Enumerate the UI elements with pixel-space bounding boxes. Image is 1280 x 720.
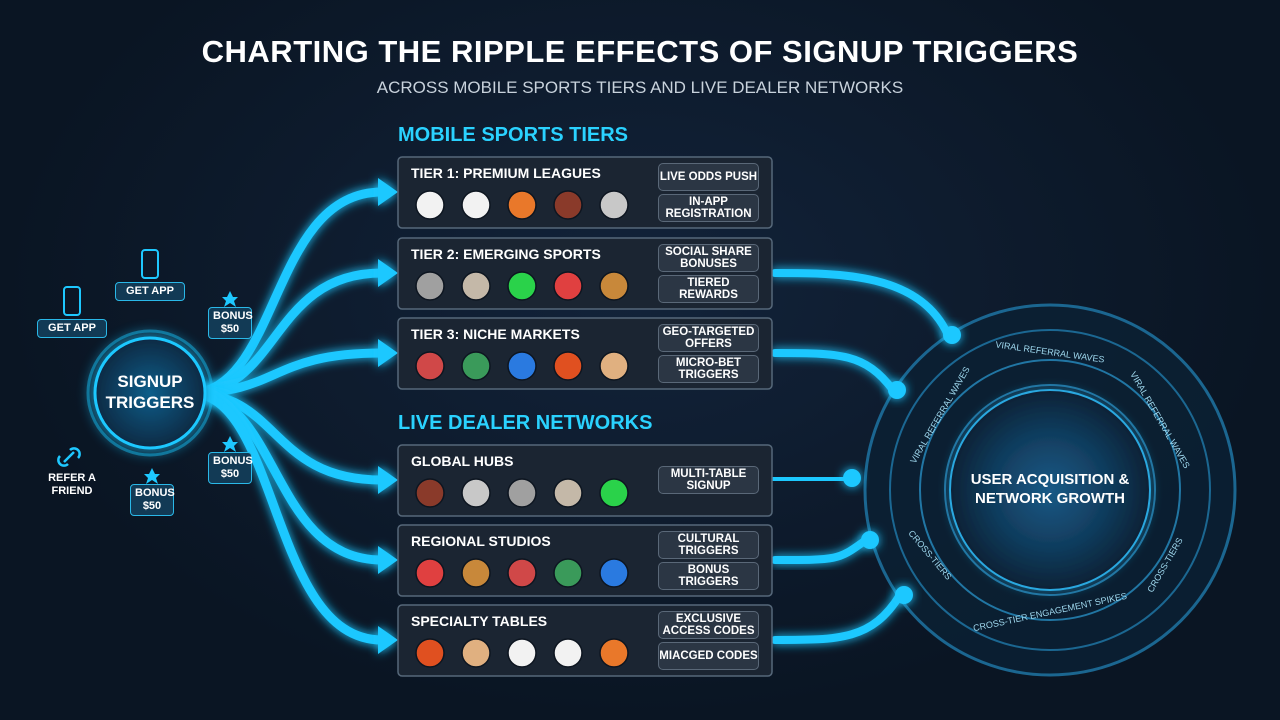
tag: BONUS TRIGGERS [658, 562, 759, 590]
hub-label: SIGNUP TRIGGERS [105, 372, 195, 412]
icon [461, 478, 491, 508]
icon [507, 638, 537, 668]
arrowhead [378, 339, 398, 367]
ring [889, 329, 1211, 651]
flow-arrow [771, 349, 897, 394]
badge: REFER A FRIEND [48, 472, 96, 497]
icon [599, 351, 629, 381]
icon [553, 271, 583, 301]
phone-icon [141, 249, 159, 279]
card-title: TIER 3: NICHE MARKETS [411, 326, 580, 342]
icon [507, 271, 537, 301]
arrowhead [861, 531, 879, 549]
icon [415, 190, 445, 220]
target-core [949, 389, 1151, 591]
icon [415, 558, 445, 588]
card-title: TIER 1: PREMIUM LEAGUES [411, 165, 601, 181]
tag: IN-APP REGISTRATION [658, 194, 759, 222]
flow-arrow [771, 474, 852, 484]
arrowhead [378, 626, 398, 654]
icon [415, 351, 445, 381]
hub-glow [86, 329, 214, 457]
card-title: REGIONAL STUDIOS [411, 533, 551, 549]
hub [93, 336, 207, 450]
icon [553, 638, 583, 668]
card-title: GLOBAL HUBS [411, 453, 514, 469]
tag: GEO-TARGETED OFFERS [658, 324, 759, 352]
arrowhead [843, 469, 861, 487]
subtitle: ACROSS MOBILE SPORTS TIERS AND LIVE DEAL… [376, 78, 904, 97]
icon [415, 478, 445, 508]
icon [507, 558, 537, 588]
icon [415, 271, 445, 301]
flow-arrow [185, 348, 387, 398]
card-title: TIER 2: EMERGING SPORTS [411, 246, 601, 262]
icon [461, 351, 491, 381]
icon [507, 190, 537, 220]
arrowhead [943, 326, 961, 344]
star-icon [144, 468, 160, 484]
card-title: SPECIALTY TABLES [411, 613, 548, 629]
icon [507, 351, 537, 381]
title: CHARTING THE RIPPLE EFFECTS OF SIGNUP TR… [201, 34, 1079, 69]
flow-arrow [185, 388, 387, 645]
icon [553, 351, 583, 381]
phone-icon [63, 286, 81, 316]
badge: BONUS $50 [208, 307, 253, 339]
star-icon [222, 436, 238, 452]
tag: MIACGED CODES [658, 642, 759, 670]
ring [919, 359, 1181, 621]
card [397, 444, 773, 517]
arrowhead [378, 178, 398, 206]
icon [599, 478, 629, 508]
star-icon [222, 291, 238, 307]
badge: GET APP [115, 282, 185, 301]
tag: EXCLUSIVE ACCESS CODES [658, 611, 759, 639]
icon [507, 478, 537, 508]
icon [599, 190, 629, 220]
arrowhead [378, 546, 398, 574]
flow-arrow [771, 536, 870, 564]
target-label: USER ACQUISITION & NETWORK GROWTH [970, 471, 1130, 507]
arrowhead [378, 466, 398, 494]
arrowhead [888, 381, 906, 399]
badge: GET APP [37, 319, 107, 338]
badge: BONUS $50 [208, 452, 253, 484]
tag: MULTI-TABLE SIGNUP [658, 466, 759, 494]
icon [461, 190, 491, 220]
flow-arrow [185, 187, 387, 398]
section-title: LIVE DEALER NETWORKS [398, 412, 653, 434]
tag: LIVE ODDS PUSH [658, 163, 759, 191]
tag: MICRO-BET TRIGGERS [658, 355, 759, 383]
tag: CULTURAL TRIGGERS [658, 531, 759, 559]
section-title: MOBILE SPORTS TIERS [398, 124, 629, 146]
icon [461, 558, 491, 588]
icon [599, 638, 629, 668]
icon [553, 478, 583, 508]
badge: BONUS $50 [130, 484, 175, 516]
icon [599, 558, 629, 588]
icon [461, 638, 491, 668]
ring [944, 384, 1156, 596]
link-icon [57, 447, 81, 467]
flow-arrow [771, 269, 952, 339]
tag: TIERED REWARDS [658, 275, 759, 303]
arrowhead [378, 259, 398, 287]
icon [553, 190, 583, 220]
tag: SOCIAL SHARE BONUSES [658, 244, 759, 272]
flow-arrow [771, 591, 904, 644]
arrowhead [895, 586, 913, 604]
icon [553, 558, 583, 588]
icon [415, 638, 445, 668]
icon [599, 271, 629, 301]
icon [461, 271, 491, 301]
